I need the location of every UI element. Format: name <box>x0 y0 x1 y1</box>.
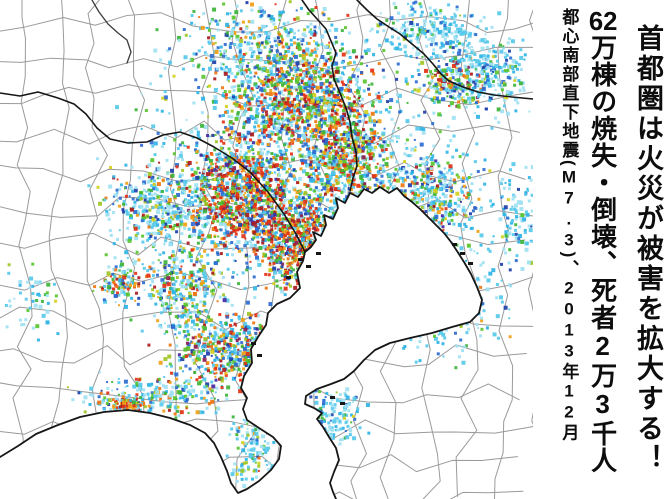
damage-distribution-map <box>0 0 533 499</box>
headline-sub-text: 万棟の焼失・倒壊、死者2万3千人 <box>587 34 618 474</box>
headline-caption: 都心南部直下地震(M7.3)、2013年12月 <box>558 4 578 499</box>
headline-sub: 62万棟の焼失・倒壊、死者2万3千人 <box>586 4 618 499</box>
headline-caption-text: 都心南部直下地震(M7.3)、2013年12月 <box>559 8 579 443</box>
headline-main: 首都圏は火災が被害を拡大する！ <box>632 4 664 499</box>
headline-main-text: 首都圏は火災が被害を拡大する！ <box>633 24 663 474</box>
headline-area: 首都圏は火災が被害を拡大する！ 62万棟の焼失・倒壊、死者2万3千人 都心南部直… <box>533 0 670 499</box>
headline-sub-number: 62 <box>588 8 618 34</box>
map-area <box>0 0 533 499</box>
